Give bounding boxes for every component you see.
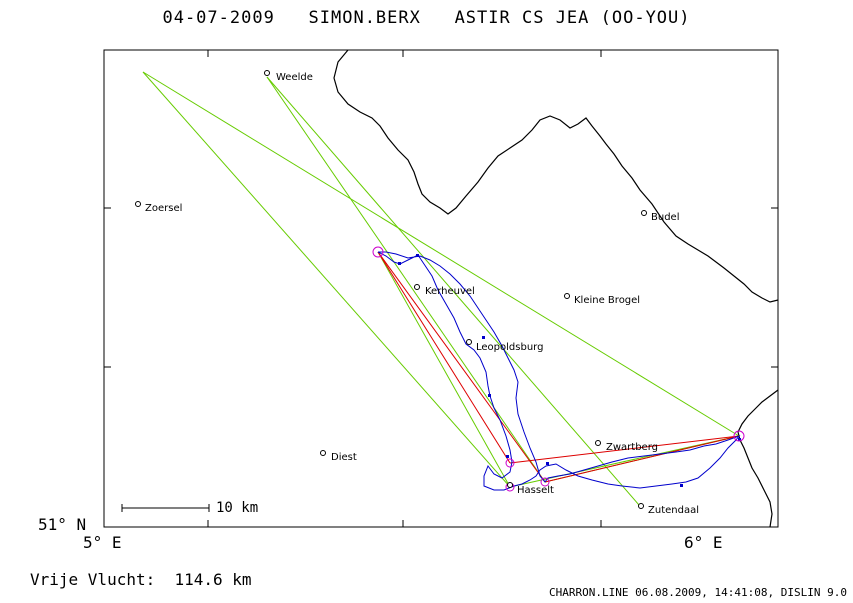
- place-label-leopoldsburg: Leopoldsburg: [476, 342, 544, 353]
- place-label-zutendaal: Zutendaal: [648, 505, 699, 516]
- lon-label-6e: 6° E: [684, 533, 723, 552]
- place-label-diest: Diest: [331, 452, 357, 463]
- track-markers: [398, 254, 741, 487]
- credits-line: CHARRON.LINE 06.08.2009, 14:41:08, DISLI…: [548, 586, 847, 599]
- place-markers: [135, 70, 647, 509]
- place-label-weelde: Weelde: [276, 72, 313, 83]
- country-border: [333, 49, 779, 303]
- place-label-zoersel: Zoersel: [145, 203, 183, 214]
- country-border-south: [737, 389, 779, 528]
- flight-track: [377, 251, 741, 491]
- free-flight-distance: Vrije Vlucht: 114.6 km: [30, 570, 252, 589]
- place-label-budel: Budel: [651, 212, 680, 223]
- lat-label: 51° N: [38, 515, 87, 534]
- place-label-kleine-brogel: Kleine Brogel: [574, 295, 641, 306]
- lon-label-5e: 5° E: [83, 533, 122, 552]
- map-title: 04-07-2009 SIMON.BERX ASTIR CS JEA (OO-Y…: [162, 8, 691, 28]
- place-label-hasselt: Hasselt: [517, 485, 554, 496]
- place-label-kerheuvel: Kerheuvel: [425, 286, 475, 297]
- plot-frame: [103, 49, 779, 528]
- scored-route: [377, 251, 740, 483]
- place-label-zwartberg: Zwartberg: [606, 442, 658, 453]
- scale-bar: [121, 504, 210, 512]
- turnpoints: [372, 246, 745, 492]
- axis-ticks: [104, 50, 778, 527]
- scale-bar-label: 10 km: [216, 500, 259, 516]
